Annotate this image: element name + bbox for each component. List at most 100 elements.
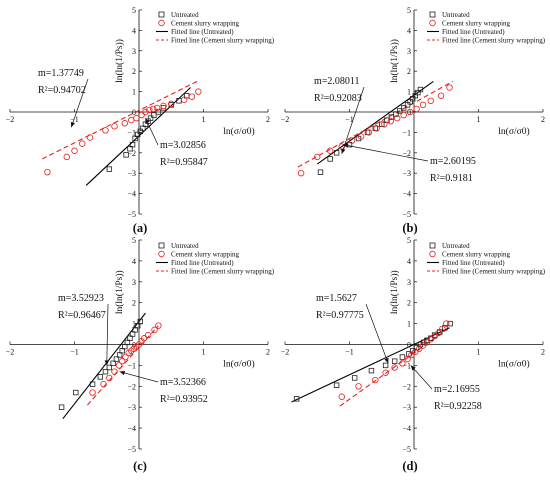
y-tick-label: 1 xyxy=(407,88,411,97)
fit-annotation: m=1.37749 R²=0.94702 xyxy=(38,68,89,128)
point-untreated xyxy=(317,169,324,175)
point-untreated xyxy=(106,364,113,371)
y-tick-label: 2 xyxy=(407,67,411,76)
x-tick-label: −1 xyxy=(345,348,354,357)
panel-label: (d) xyxy=(402,459,417,473)
point-cement xyxy=(168,100,175,108)
legend-square-icon xyxy=(429,242,436,249)
point-cement xyxy=(435,329,442,337)
y-tick-label: 5 xyxy=(132,6,136,15)
point-untreated xyxy=(151,112,157,118)
y-tick-label: −5 xyxy=(402,210,411,219)
point-untreated xyxy=(106,166,113,172)
y-tick-label: 5 xyxy=(407,236,411,245)
point-cement xyxy=(412,348,419,356)
point-cement xyxy=(140,335,148,342)
x-tick-label: 2 xyxy=(266,348,270,357)
point-untreated xyxy=(393,111,399,117)
fit-annotation: m=1.5627 R²=0.97775 xyxy=(316,293,389,364)
annotation-r2: R²=0.95847 xyxy=(160,157,208,168)
annotation-r2: R²=0.93952 xyxy=(160,394,208,405)
point-untreated xyxy=(391,358,398,364)
point-untreated xyxy=(400,105,407,111)
point-untreated xyxy=(155,109,162,115)
point-cement xyxy=(100,381,107,388)
fit-annotation: m=3.52366 R²=0.93952 xyxy=(119,370,208,405)
legend-label-fit-cement: Fitted line (Cement slurry wrapping) xyxy=(171,268,275,276)
panel-label: (b) xyxy=(402,221,417,235)
point-cement xyxy=(111,368,118,375)
point-cement xyxy=(138,111,145,119)
x-tick-label: 1 xyxy=(202,115,206,124)
y-axis-label: ln(ln(1/Ps)) xyxy=(114,270,125,314)
arrowhead-icon xyxy=(119,370,126,376)
x-tick-label: −1 xyxy=(345,115,354,124)
fit-annotation: m=2.08011 R²=0.92083 xyxy=(314,76,365,154)
point-untreated xyxy=(129,141,136,148)
fit-line-cement xyxy=(297,80,453,168)
y-tick-label: −1 xyxy=(127,361,136,370)
fit-line-untreated xyxy=(291,327,450,403)
y-tick-label: −3 xyxy=(402,403,411,412)
point-untreated xyxy=(399,354,406,360)
point-cement xyxy=(188,93,196,100)
y-tick-label: −4 xyxy=(127,424,136,433)
x-tick-label: −2 xyxy=(281,348,290,357)
point-cement xyxy=(86,134,94,141)
legend-label-cement: Cement slurry wrapping xyxy=(171,20,240,28)
arrowhead-icon xyxy=(104,360,110,366)
point-cement xyxy=(195,88,202,95)
annotation-r2: R²=0.9181 xyxy=(430,173,473,184)
point-cement xyxy=(44,168,51,176)
point-cement xyxy=(102,127,109,134)
y-tick-label: 1 xyxy=(132,320,136,329)
y-tick-label: 2 xyxy=(132,299,136,308)
point-cement xyxy=(439,325,446,333)
fit-annotation: m=3.52923 R²=0.96467 xyxy=(58,293,110,366)
y-tick-label: 2 xyxy=(407,299,411,308)
annotation-arrow xyxy=(365,303,389,364)
point-cement xyxy=(151,326,158,334)
legend-square-icon xyxy=(158,242,165,249)
y-tick-label: −4 xyxy=(402,424,411,433)
point-cement xyxy=(381,121,388,128)
point-cement xyxy=(415,345,423,352)
x-axis-label: ln(σ/σ0) xyxy=(498,359,529,370)
point-cement xyxy=(128,116,135,124)
point-cement xyxy=(71,147,78,154)
panel-d: −2 −1 1 2 −5 −4 −3 −2 −1 0 1 2 3 4 5 ln(ln(1/Ps)) ln(σ/σ… xyxy=(281,236,546,473)
point-cement xyxy=(160,102,167,110)
point-cement xyxy=(111,123,118,130)
point-untreated xyxy=(58,404,65,410)
annotation-r2: R²=0.97775 xyxy=(316,310,364,321)
point-cement xyxy=(372,376,379,384)
x-tick-label: 2 xyxy=(541,115,545,124)
point-untreated xyxy=(293,396,300,402)
y-tick-label: −5 xyxy=(127,210,136,219)
y-tick-label: 4 xyxy=(132,257,136,266)
y-tick-label: −2 xyxy=(402,149,411,158)
point-cement xyxy=(146,106,153,114)
y-axis-label: ln(ln(1/Ps)) xyxy=(389,270,400,314)
y-tick-label: 4 xyxy=(407,26,411,35)
fit-line-cement xyxy=(339,329,447,407)
legend-label-fit-untreated: Fitted line (Untreated) xyxy=(442,259,505,267)
point-cement xyxy=(142,108,149,116)
legend-label-untreated: Untreated xyxy=(442,11,470,19)
arrowhead-icon xyxy=(343,143,349,148)
y-tick-label: 0 xyxy=(132,108,136,117)
legend-label-untreated: Untreated xyxy=(442,242,470,250)
legend-label-cement: Cement slurry wrapping xyxy=(442,251,511,259)
point-untreated xyxy=(388,114,395,120)
point-untreated xyxy=(379,121,385,127)
point-cement xyxy=(297,169,305,177)
point-cement xyxy=(133,114,140,122)
x-tick-label: −2 xyxy=(6,348,15,357)
point-untreated xyxy=(73,389,79,396)
legend-label-fit-untreated: Fitted line (Untreated) xyxy=(442,28,505,36)
legend-label-untreated: Untreated xyxy=(171,242,199,250)
x-tick-label: −1 xyxy=(70,115,79,124)
legend-circle-icon xyxy=(158,250,165,258)
